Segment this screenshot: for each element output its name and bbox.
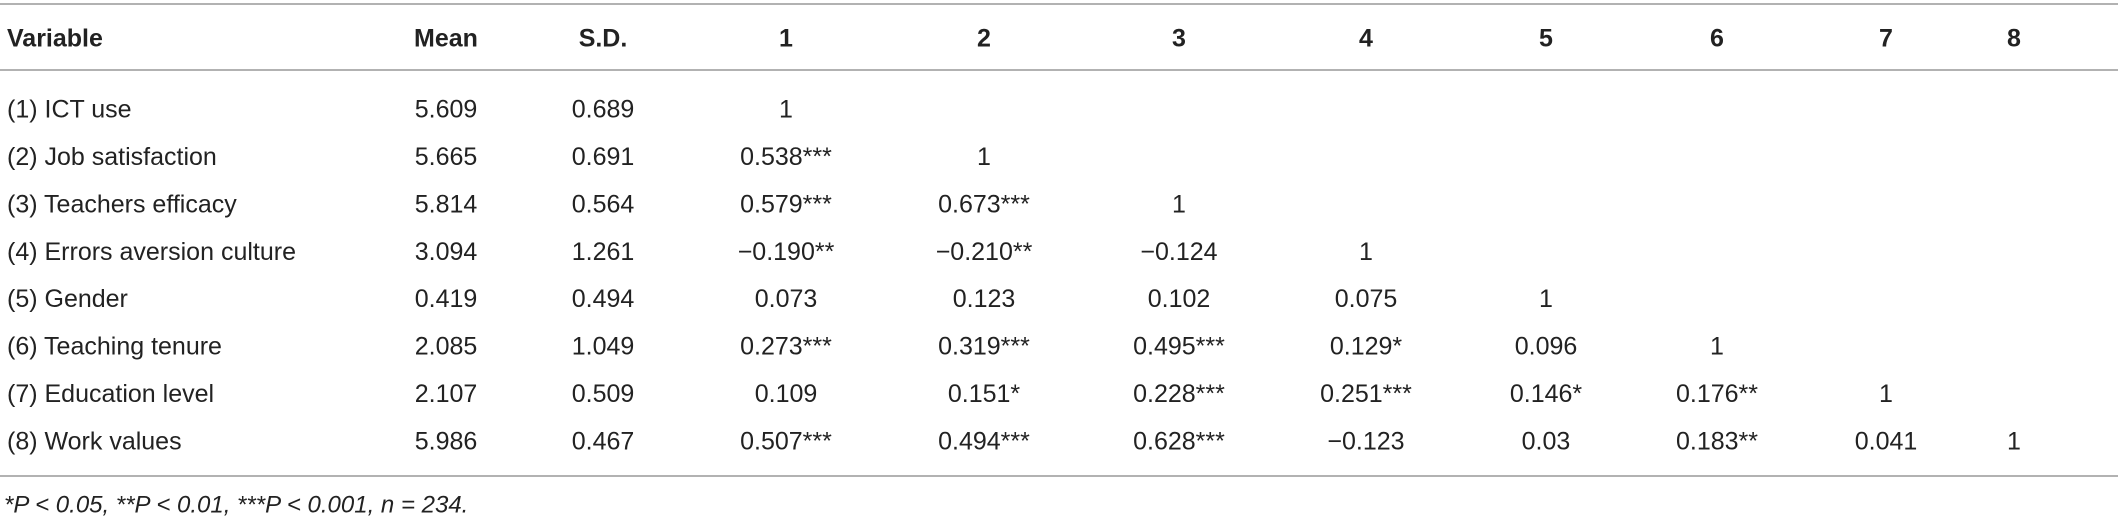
cell: −0.210** [936, 238, 1033, 266]
cell: 3.094 [415, 238, 478, 266]
header-cell: Mean [414, 25, 478, 53]
cell: 0.041 [1855, 427, 1918, 455]
header-cell: 7 [1879, 25, 1893, 53]
cell: 0.509 [572, 380, 635, 408]
cell: 0.146* [1510, 380, 1583, 408]
cell: 1 [977, 143, 991, 171]
cell: 2.107 [415, 380, 478, 408]
cell: 1 [1539, 285, 1553, 313]
cell: 0.689 [572, 96, 635, 124]
cell: 1 [2007, 427, 2021, 455]
cell: 5.814 [415, 190, 478, 218]
header-cell: Variable [7, 25, 103, 53]
cell: 5.665 [415, 143, 478, 171]
cell: 1 [779, 96, 793, 124]
cell: 0.151* [948, 380, 1021, 408]
header-cell: 2 [977, 25, 991, 53]
row-label: (8) Work values [7, 427, 182, 455]
cell: 0.538*** [740, 143, 832, 171]
cell: −0.123 [1327, 427, 1404, 455]
cell: 0.129* [1330, 333, 1403, 361]
cell: 0.319*** [938, 333, 1030, 361]
header-cell: 8 [2007, 25, 2021, 53]
header-cell: 5 [1539, 25, 1553, 53]
cell: 0.507*** [740, 427, 832, 455]
header-cell: 1 [779, 25, 793, 53]
cell: 2.085 [415, 333, 478, 361]
cell: 0.419 [415, 285, 478, 313]
row-label: (7) Education level [7, 380, 214, 408]
cell: 0.03 [1522, 427, 1571, 455]
cell: 0.183** [1676, 427, 1758, 455]
cell: 5.986 [415, 427, 478, 455]
row-label: (3) Teachers efficacy [7, 190, 237, 218]
cell: 0.673*** [938, 190, 1030, 218]
cell: −0.190** [738, 238, 835, 266]
header-cell: 3 [1172, 25, 1186, 53]
cell: 0.467 [572, 427, 635, 455]
cell: 1 [1172, 190, 1186, 218]
cell: 0.251*** [1320, 380, 1412, 408]
cell: 5.609 [415, 96, 478, 124]
cell: 1.261 [572, 238, 635, 266]
cell: 0.109 [755, 380, 818, 408]
cell: 0.691 [572, 143, 635, 171]
cell: 0.494 [572, 285, 635, 313]
footnote: *P < 0.05, **P < 0.01, ***P < 0.001, n =… [4, 491, 468, 518]
cell: 0.073 [755, 285, 818, 313]
cell: 0.494*** [938, 427, 1030, 455]
cell: 0.096 [1515, 333, 1578, 361]
header-cell: S.D. [579, 25, 628, 53]
row-label: (4) Errors aversion culture [7, 238, 296, 266]
cell: 1 [1359, 238, 1373, 266]
row-label: (5) Gender [7, 285, 128, 313]
cell: 1 [1710, 333, 1724, 361]
header-cell: 6 [1710, 25, 1724, 53]
row-label: (6) Teaching tenure [7, 333, 222, 361]
cell: 1 [1879, 380, 1893, 408]
cell: 0.102 [1148, 285, 1211, 313]
cell: −0.124 [1140, 238, 1217, 266]
cell: 0.579*** [740, 190, 832, 218]
cell: 0.564 [572, 190, 635, 218]
cell: 0.176** [1676, 380, 1758, 408]
cell: 1.049 [572, 333, 635, 361]
cell: 0.628*** [1133, 427, 1225, 455]
cell: 0.273*** [740, 333, 832, 361]
header-cell: 4 [1359, 25, 1373, 53]
cell: 0.075 [1335, 285, 1398, 313]
row-label: (1) ICT use [7, 96, 132, 124]
row-label: (2) Job satisfaction [7, 143, 217, 171]
cell: 0.123 [953, 285, 1016, 313]
cell: 0.495*** [1133, 333, 1225, 361]
cell: 0.228*** [1133, 380, 1225, 408]
